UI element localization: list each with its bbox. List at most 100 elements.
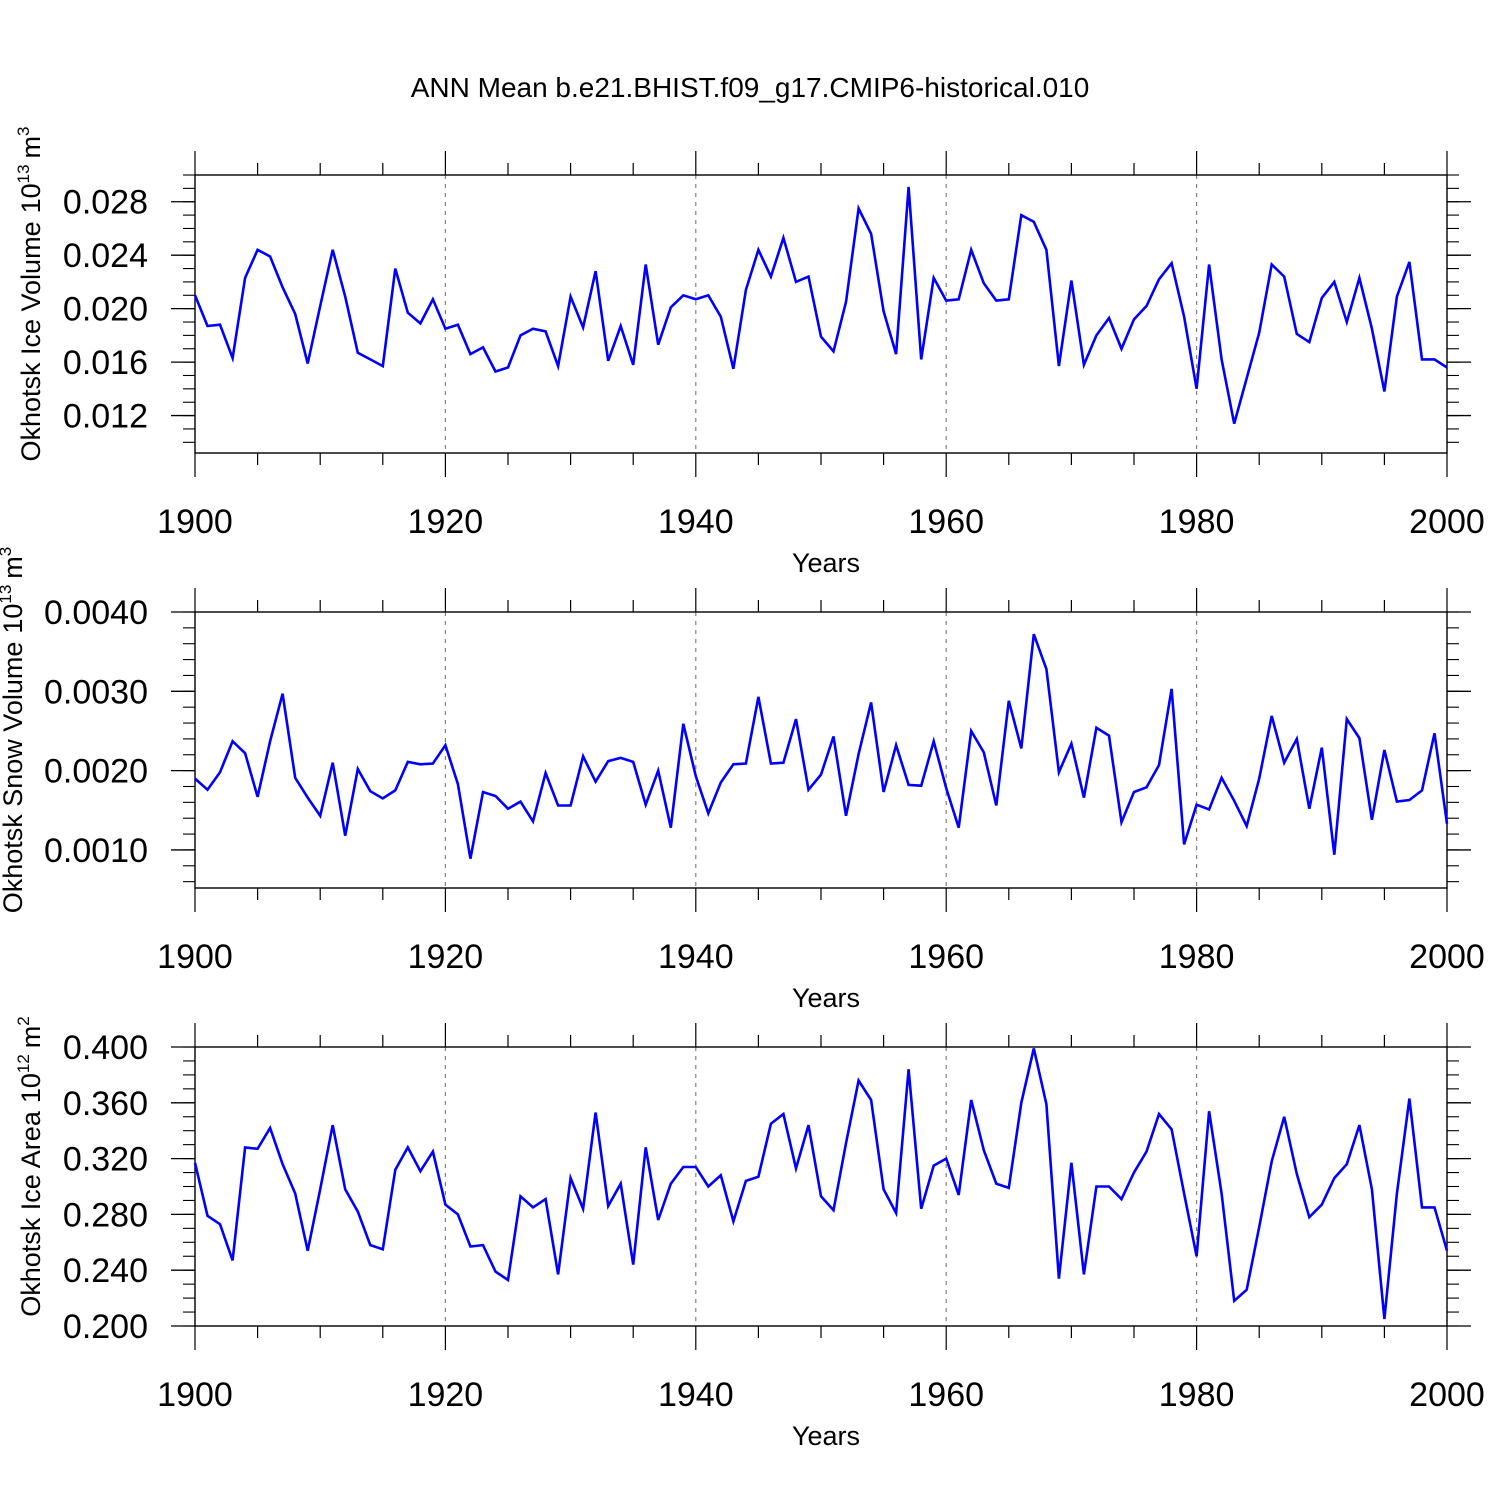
data-point [1195,1255,1197,1257]
data-point [1083,796,1085,798]
data-point [281,1163,283,1165]
data-point [920,358,922,360]
data-point [1258,1226,1260,1228]
data-point [807,1124,809,1126]
data-point [357,1210,359,1212]
data-point [1271,263,1273,265]
plot-panel-2: 1900 1920 1940 1960 1980 2000 Years 0.0010 0.002… [0,547,1485,1013]
x-tick-label: 1920 [408,503,484,541]
data-point [507,366,509,368]
data-point [632,1263,634,1265]
data-point [1145,305,1147,307]
data-point [1396,295,1398,297]
x-tick-label: 2000 [1409,1376,1485,1414]
data-point [419,1170,421,1172]
data-point [532,328,534,330]
data-point [557,1273,559,1275]
data-point [244,1146,246,1148]
data-point [995,804,997,806]
y-tick-label: 0.0040 [44,594,148,632]
plot-frame [194,1046,1448,1327]
data-point [382,1248,384,1250]
data-point [1421,1206,1423,1208]
data-point [256,1148,258,1150]
data-point [782,237,784,239]
data-point [1308,807,1310,809]
data-point [1120,348,1122,350]
data-point [494,370,496,372]
data-point [745,289,747,291]
series-line [193,186,1448,424]
data-point [820,1195,822,1197]
data-point [720,1174,722,1176]
x-tick-label: 1980 [1159,938,1235,976]
y-tick-label: 0.024 [63,237,148,275]
data-point [857,753,859,755]
data-point [1033,1047,1035,1049]
data-point [607,360,609,362]
y-tick-label: 0.012 [63,398,148,436]
data-point [1333,1177,1335,1179]
data-point [1058,1277,1060,1279]
y-tick-label: 0.400 [63,1029,148,1067]
x-tick-label: 2000 [1409,938,1485,976]
data-point [332,1124,334,1126]
y-tick-label: 0.0030 [44,673,148,711]
x-tick-label: 1940 [658,938,734,976]
data-point [1008,1187,1010,1189]
data-point [670,827,672,829]
data-point [882,791,884,793]
data-point [357,768,359,770]
data-point [1433,1206,1435,1208]
x-tick-label: 2000 [1409,503,1485,541]
data-point [1446,366,1448,368]
x-tick-label: 1920 [408,938,484,976]
data-point [682,1166,684,1168]
data-point [1070,279,1072,281]
data-point [1371,819,1373,821]
data-point [770,275,772,277]
data-point [720,781,722,783]
data-point [394,789,396,791]
data-point [932,740,934,742]
data-point [970,249,972,251]
data-point [1045,1103,1047,1105]
data-point [1095,334,1097,336]
x-axis-label: Years [792,983,860,1013]
data-point [845,301,847,303]
y-axis-label: Okhotsk Ice Volume 1013 m3 [14,126,46,461]
y-axis-label-name: Okhotsk Snow Volume [0,642,28,914]
data-point [932,277,934,279]
y-axis-label: Okhotsk Ice Area 1012 m2 [14,1016,46,1317]
data-point [1421,789,1423,791]
data-point [1296,738,1298,740]
x-tick-label: 1920 [408,1376,484,1414]
data-point [306,796,308,798]
data-point [1396,800,1398,802]
data-point [1421,358,1423,360]
data-point [569,295,571,297]
y-tick-label: 0.360 [63,1085,148,1123]
y-tick-label: 0.0010 [44,832,148,870]
data-point [1058,365,1060,367]
data-point [1095,1185,1097,1187]
data-point [1283,761,1285,763]
data-point [958,827,960,829]
y-tick-label: 0.028 [63,184,148,222]
data-point [1108,735,1110,737]
data-point [319,1188,321,1190]
data-point [782,761,784,763]
data-point [482,791,484,793]
data-point [1133,1171,1135,1173]
data-point [807,788,809,790]
data-point [970,1099,972,1101]
data-point [256,249,258,251]
data-point [695,298,697,300]
data-point [895,353,897,355]
data-point [983,751,985,753]
data-point [1446,823,1448,825]
data-point [419,322,421,324]
data-point [695,1166,697,1168]
data-point [1383,390,1385,392]
data-point [294,777,296,779]
